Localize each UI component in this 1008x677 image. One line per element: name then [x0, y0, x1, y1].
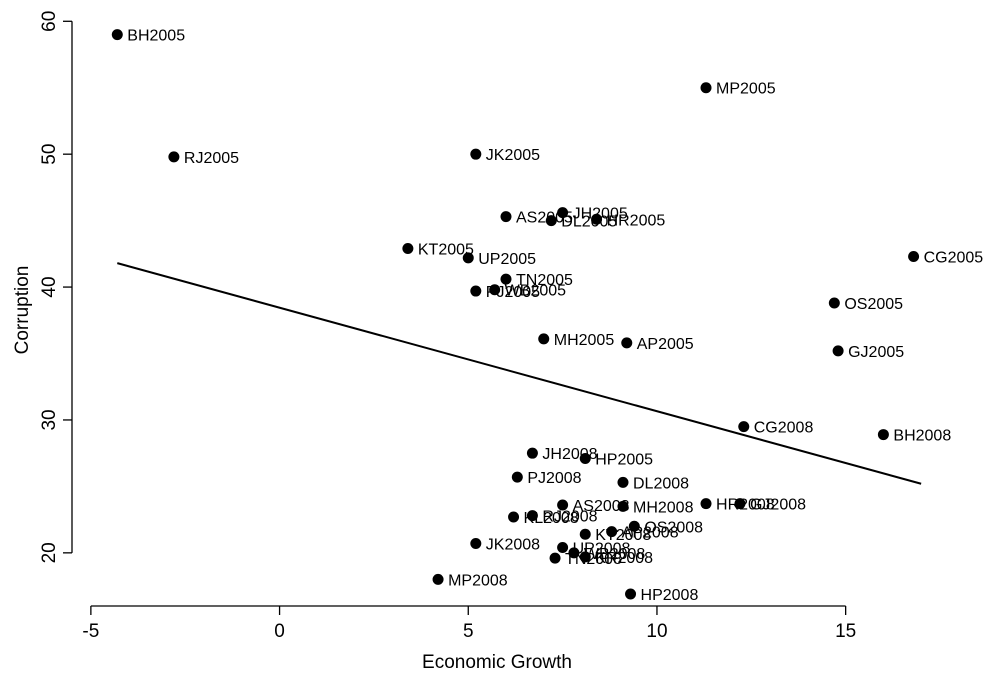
x-tick-label: 10 [646, 621, 667, 642]
data-point-marker [579, 551, 591, 563]
y-tick-label: 20 [39, 542, 60, 563]
data-point-label: AP2008 [622, 525, 679, 542]
data-point-marker [470, 285, 482, 297]
data-point-marker [700, 498, 712, 510]
y-tick-label: 60 [39, 11, 60, 32]
data-point-marker [462, 252, 474, 264]
data-point-label: TN2005 [516, 272, 573, 289]
y-axis-title: Corruption [12, 266, 33, 355]
data-point-label: RJ2008 [542, 509, 597, 526]
data-point-marker [621, 337, 633, 349]
data-point-marker [832, 345, 844, 357]
data-point-label: CG2008 [754, 420, 814, 437]
data-point-label: UP2005 [478, 251, 536, 268]
fitted-regression-line [117, 262, 922, 485]
data-point-marker [526, 447, 538, 459]
data-point-marker [617, 476, 629, 488]
data-point-label: GJ2005 [848, 344, 904, 361]
data-point-marker [908, 251, 920, 263]
data-point-label: DL2008 [633, 475, 689, 492]
data-point-label: KT2008 [595, 527, 651, 544]
data-point-marker [568, 547, 580, 559]
data-point-label: WB2005 [505, 283, 566, 300]
data-point-label: TN2008 [565, 551, 622, 568]
y-tick-label: 40 [39, 276, 60, 297]
x-tick-label: -5 [82, 621, 99, 642]
data-point-label: BH2008 [893, 428, 951, 445]
x-axis-title: Economic Growth [422, 652, 572, 673]
data-point-label: OS2008 [644, 519, 703, 536]
data-point-marker [526, 510, 538, 522]
data-point-label: MH2005 [554, 332, 615, 349]
y-tick-label: 50 [39, 144, 60, 165]
data-point-label: KR2008 [595, 550, 653, 567]
data-point-marker [402, 243, 414, 255]
data-point-label: CG2005 [924, 250, 984, 267]
data-point-label: DL2005 [561, 214, 617, 231]
data-point-marker [538, 333, 550, 345]
data-point-marker [549, 552, 561, 564]
data-point-label: PJ2008 [527, 470, 581, 487]
data-point-marker [470, 148, 482, 160]
data-point-label: HR2005 [607, 212, 666, 229]
data-point-marker [606, 526, 618, 538]
y-tick-label: 30 [39, 409, 60, 430]
data-point-marker [545, 215, 557, 227]
data-point-label: WB2008 [584, 546, 645, 563]
data-point-marker [579, 528, 591, 540]
data-point-marker [579, 452, 591, 464]
data-point-label: HP2005 [595, 451, 653, 468]
data-point-label: AP2005 [637, 336, 694, 353]
x-tick-label: 15 [835, 621, 856, 642]
data-point-label: OS2005 [844, 296, 903, 313]
data-point-label: MP2008 [448, 572, 508, 589]
data-point-label: JK2008 [486, 537, 540, 554]
data-point-label: KT2005 [418, 242, 474, 259]
data-point-label: RJ2005 [184, 150, 239, 167]
data-point-marker [828, 297, 840, 309]
data-point-marker [489, 284, 501, 296]
data-point-marker [511, 471, 523, 483]
data-point-marker [168, 151, 180, 163]
data-point-marker [557, 499, 569, 511]
data-point-label: HP2008 [641, 587, 699, 604]
fit-line-layer [117, 262, 922, 485]
data-point-label: HR2008 [716, 497, 775, 514]
y-axis: 20 30 40 50 60 [39, 11, 73, 563]
data-point-marker [628, 520, 640, 532]
data-point-label: BH2005 [127, 28, 185, 45]
data-point-marker [700, 82, 712, 94]
data-point-label: MH2008 [633, 499, 694, 516]
data-point-marker [734, 498, 746, 510]
data-point-marker [500, 273, 512, 285]
data-point-marker [508, 511, 520, 523]
x-tick-label: 0 [274, 621, 285, 642]
data-point-marker [470, 538, 482, 550]
data-point-marker [591, 213, 603, 225]
data-point-marker [877, 429, 889, 441]
data-point-label: JK2005 [486, 147, 540, 164]
data-point-label: GJ2008 [750, 497, 806, 514]
data-point-marker [432, 573, 444, 585]
data-point-label: AS2008 [573, 498, 630, 515]
data-point-marker [557, 207, 569, 219]
x-axis: -5 0 5 10 15 [82, 605, 856, 642]
data-point-label: JH2005 [573, 206, 628, 223]
data-point-marker [625, 588, 637, 600]
data-point-marker [738, 421, 750, 433]
data-point-marker [500, 211, 512, 223]
x-tick-label: 5 [463, 621, 474, 642]
data-point-marker [557, 542, 569, 554]
data-point-marker [617, 500, 629, 512]
data-point-marker [111, 29, 123, 41]
data-point-label: MP2005 [716, 81, 776, 98]
